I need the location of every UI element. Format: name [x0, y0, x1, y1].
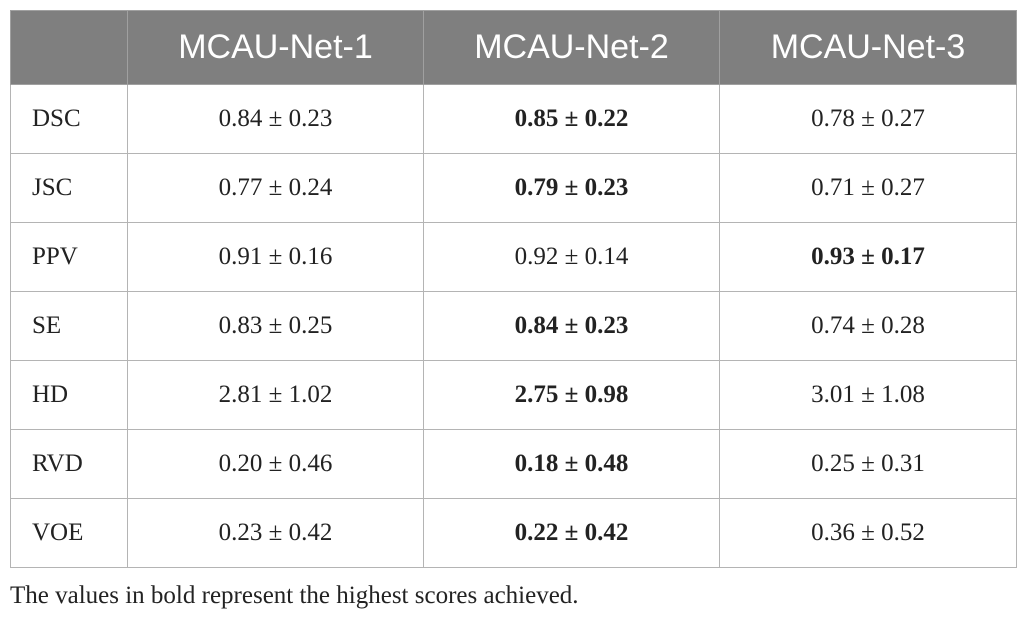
table-cell: 0.71 ± 0.27 [719, 153, 1017, 223]
table-cell: 0.91 ± 0.16 [127, 222, 424, 292]
table-cell: 0.78 ± 0.27 [719, 84, 1017, 154]
table-cell: 0.93 ± 0.17 [719, 222, 1017, 292]
table-row: HD 2.81 ± 1.02 2.75 ± 0.98 3.01 ± 1.08 [10, 360, 1017, 430]
table-cell: 0.22 ± 0.42 [423, 498, 720, 568]
table-row: SE 0.83 ± 0.25 0.84 ± 0.23 0.74 ± 0.28 [10, 291, 1017, 361]
table-row: VOE 0.23 ± 0.42 0.22 ± 0.42 0.36 ± 0.52 [10, 498, 1017, 568]
table-cell: 0.25 ± 0.31 [719, 429, 1017, 499]
table-cell: 0.20 ± 0.46 [127, 429, 424, 499]
header-mcau-net-3: MCAU-Net-3 [719, 10, 1017, 85]
table-cell: 3.01 ± 1.08 [719, 360, 1017, 430]
header-mcau-net-1: MCAU-Net-1 [127, 10, 424, 85]
metric-label: PPV [10, 222, 128, 292]
table-cell: 0.77 ± 0.24 [127, 153, 424, 223]
table-body: DSC 0.84 ± 0.23 0.85 ± 0.22 0.78 ± 0.27 … [10, 84, 1017, 568]
table-cell: 0.74 ± 0.28 [719, 291, 1017, 361]
table-cell: 0.84 ± 0.23 [127, 84, 424, 154]
table-cell: 0.18 ± 0.48 [423, 429, 720, 499]
table-row: RVD 0.20 ± 0.46 0.18 ± 0.48 0.25 ± 0.31 [10, 429, 1017, 499]
table-cell: 0.85 ± 0.22 [423, 84, 720, 154]
metric-label: VOE [10, 498, 128, 568]
results-table: MCAU-Net-1 MCAU-Net-2 MCAU-Net-3 DSC 0.8… [10, 10, 1017, 568]
metric-label: DSC [10, 84, 128, 154]
metric-label: RVD [10, 429, 128, 499]
table-row: JSC 0.77 ± 0.24 0.79 ± 0.23 0.71 ± 0.27 [10, 153, 1017, 223]
header-row: MCAU-Net-1 MCAU-Net-2 MCAU-Net-3 [10, 10, 1017, 85]
table-row: PPV 0.91 ± 0.16 0.92 ± 0.14 0.93 ± 0.17 [10, 222, 1017, 292]
table-cell: 2.75 ± 0.98 [423, 360, 720, 430]
table-cell: 0.84 ± 0.23 [423, 291, 720, 361]
table-footnote: The values in bold represent the highest… [10, 582, 579, 609]
table-cell: 0.23 ± 0.42 [127, 498, 424, 568]
header-corner [10, 10, 128, 85]
metric-label: HD [10, 360, 128, 430]
table-cell: 0.36 ± 0.52 [719, 498, 1017, 568]
table-row: DSC 0.84 ± 0.23 0.85 ± 0.22 0.78 ± 0.27 [10, 84, 1017, 154]
header-mcau-net-2: MCAU-Net-2 [423, 10, 720, 85]
table-cell: 2.81 ± 1.02 [127, 360, 424, 430]
table-cell: 0.92 ± 0.14 [423, 222, 720, 292]
table-cell: 0.83 ± 0.25 [127, 291, 424, 361]
metric-label: JSC [10, 153, 128, 223]
table-header: MCAU-Net-1 MCAU-Net-2 MCAU-Net-3 [10, 10, 1017, 85]
table-cell: 0.79 ± 0.23 [423, 153, 720, 223]
metric-label: SE [10, 291, 128, 361]
